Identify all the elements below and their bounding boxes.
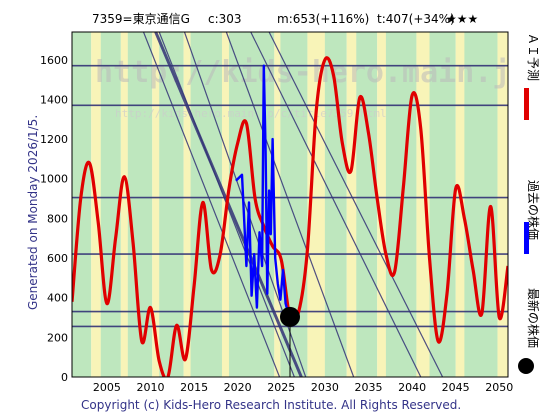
legend-ai-forecast-swatch: [524, 88, 529, 120]
background-band: [120, 32, 128, 377]
x-tick-label: 2015: [180, 381, 208, 394]
x-tick-label: 2035: [354, 381, 382, 394]
generated-date-label: Generated on Monday 2026/1/5.: [26, 115, 40, 310]
background-band: [455, 32, 465, 377]
header-max-price: m:653(+116%): [277, 12, 369, 26]
legend: ＡＩ予測 過去の株価 最新の株価: [518, 33, 541, 374]
background-band: [377, 32, 386, 377]
x-tick-label: 2010: [136, 381, 164, 394]
background-band: [464, 32, 498, 377]
header-rating-stars: ★★★: [446, 12, 478, 26]
x-axis-ticks: 2005 2010 2015 2020 2025 2030 2035 2040 2045 2050: [93, 381, 513, 394]
background-band: [190, 32, 222, 377]
background-band: [346, 32, 357, 377]
background-band: [356, 32, 378, 377]
y-tick-label: 0: [61, 371, 68, 384]
x-tick-label: 2005: [93, 381, 121, 394]
y-tick-label: 200: [47, 331, 68, 344]
background-band: [274, 32, 281, 377]
legend-past-price-label: 過去の株価: [526, 180, 541, 240]
x-tick-label: 2020: [224, 381, 252, 394]
y-tick-label: 1200: [40, 133, 68, 146]
y-tick-label: 600: [47, 252, 68, 265]
legend-latest-price-label: 最新の株価: [526, 288, 541, 348]
watermark-subpage: http://kids-hero.main.jp/c/title7359.htm…: [115, 107, 387, 120]
x-tick-label: 2025: [267, 381, 295, 394]
x-tick-label: 2030: [311, 381, 339, 394]
header-current-price: c:303: [208, 12, 242, 26]
background-band: [152, 32, 160, 377]
y-tick-label: 400: [47, 292, 68, 305]
trend-line: [225, 32, 355, 377]
latest-price-marker: [280, 306, 300, 327]
x-tick-label: 2045: [442, 381, 470, 394]
background-band: [183, 32, 191, 377]
trend-line: [250, 32, 422, 377]
y-tick-label: 1600: [40, 54, 68, 67]
y-tick-label: 1000: [40, 173, 68, 186]
x-tick-label: 2040: [398, 381, 426, 394]
background-band: [497, 32, 508, 377]
header-target-price: t:407(+34%): [377, 12, 455, 26]
y-axis-ticks: 0 200 400 600 800 1000 1200 1400 1600: [40, 54, 68, 384]
trend-line: [142, 32, 281, 377]
header-code-name: 7359=東京通信G: [92, 12, 190, 26]
x-tick-label: 2050: [485, 381, 513, 394]
copyright-notice: Copyright (c) Kids-Hero Research Institu…: [81, 398, 461, 412]
past-price-line: [235, 64, 292, 318]
y-tick-label: 1400: [40, 93, 68, 106]
legend-latest-price-swatch: [518, 358, 534, 374]
trend-line: [154, 32, 303, 377]
trend-line: [268, 32, 444, 377]
header: 7359=東京通信G c:303 m:653(+116%) t:407(+34%…: [92, 12, 478, 26]
y-tick-label: 800: [47, 212, 68, 225]
legend-ai-forecast-label: ＡＩ予測: [526, 33, 540, 81]
legend-past-price-swatch: [524, 222, 529, 254]
plot-frame: [71, 31, 509, 378]
